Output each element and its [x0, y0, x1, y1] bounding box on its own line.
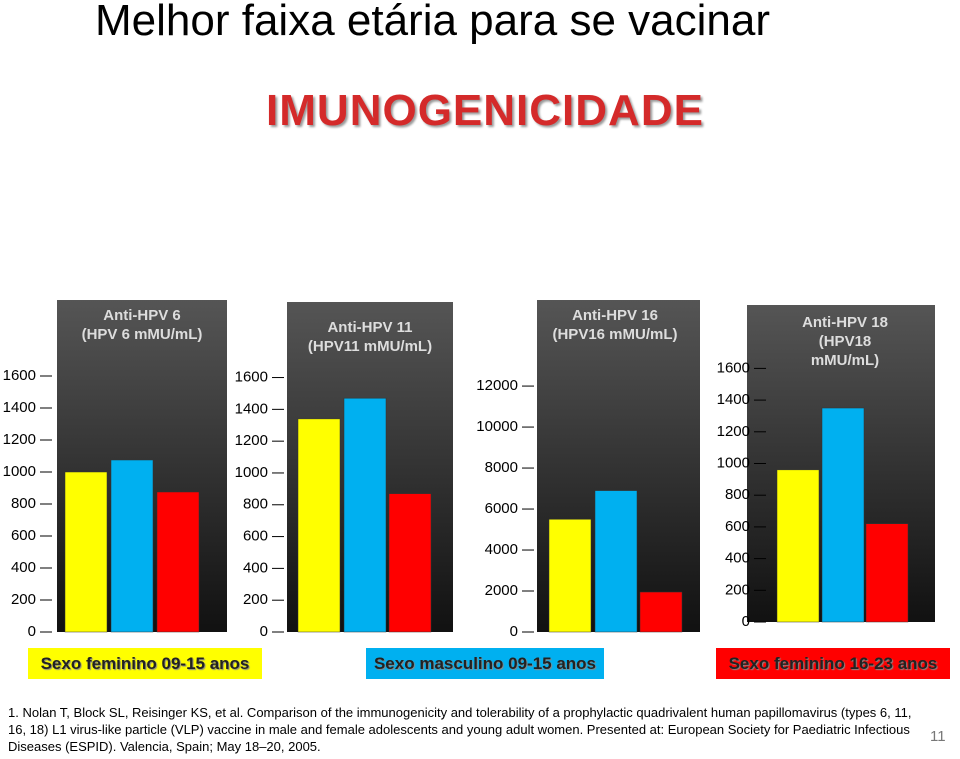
y-tick-label: 4000	[485, 541, 518, 558]
y-tick-label: 1600	[717, 359, 750, 376]
slide-subtitle: IMUNOGENICIDADE	[266, 86, 704, 135]
y-tick-label: 800	[725, 486, 750, 503]
y-tick-label: 1000	[235, 464, 268, 481]
slide-title: Melhor faixa etária para se vacinar	[95, 0, 770, 45]
y-tick-label: 400	[243, 559, 268, 576]
chart-title: Anti-HPV 11 (HPV11 mMU/mL)	[307, 319, 433, 355]
y-tick-label: 1000	[717, 454, 750, 471]
bar	[156, 491, 200, 633]
y-tick-label: 600	[243, 528, 268, 545]
legend-item: Sexo masculino 09-15 anos	[366, 648, 604, 679]
charts: 0 200 400 600 800 1000 1200 1400 1600 0 200 400 600 8…	[3, 300, 935, 640]
chart-title: Anti-HPV 16 (HPV16 mMU/mL)	[552, 307, 678, 343]
y-tick-label: 2000	[485, 582, 518, 599]
y-tick-label: 200	[243, 591, 268, 608]
y-tick-label: 8000	[485, 459, 518, 476]
bar	[388, 493, 432, 633]
y-tick-label: 1200	[3, 431, 36, 448]
y-tick-label: 1000	[3, 463, 36, 480]
y-tick-label: 400	[11, 559, 36, 576]
legend-item: Sexo feminino 16-23 anos	[716, 648, 950, 679]
y-tick-label: 0	[742, 613, 750, 630]
y-tick-label: 6000	[485, 500, 518, 517]
bar	[594, 490, 638, 633]
legend-item: Sexo feminino 09-15 anos	[28, 648, 262, 679]
bar	[110, 459, 154, 633]
y-tick-label: 800	[243, 496, 268, 513]
y-tick-label: 400	[725, 550, 750, 567]
y-tick-label: 1600	[3, 367, 36, 384]
reference: 1. Nolan T, Block SL, Reisinger KS, et a…	[8, 705, 912, 754]
y-tick-label: 1400	[235, 400, 268, 417]
y-tick-label: 1400	[3, 399, 36, 416]
y-tick-label: 600	[11, 527, 36, 544]
y-tick-label: 10000	[476, 418, 518, 435]
y-tick-label: 0	[260, 623, 268, 640]
bar	[343, 397, 387, 633]
y-tick-label: 800	[11, 495, 36, 512]
y-tick-label: 0	[510, 623, 518, 640]
y-tick-label: 1200	[235, 432, 268, 449]
y-tick-label: 200	[725, 581, 750, 598]
y-tick-label: 1200	[717, 423, 750, 440]
y-tick-label: 1400	[717, 391, 750, 408]
y-tick-label: 200	[11, 591, 36, 608]
y-tick-label: 0	[28, 623, 36, 640]
y-tick-label: 600	[725, 518, 750, 535]
chart-title: Anti-HPV 18 (HPV18 mMU/mL)	[802, 314, 888, 369]
bar	[776, 469, 820, 623]
bar	[548, 519, 592, 633]
y-tick-label: 12000	[476, 377, 518, 394]
page-number: 11	[930, 728, 946, 745]
chart-title: Anti-HPV 6 (HPV 6 mMU/mL)	[81, 307, 203, 343]
bar	[64, 471, 108, 633]
y-tick-label: 1600	[235, 369, 268, 386]
bar	[297, 418, 341, 633]
bar	[821, 407, 865, 623]
bar	[865, 523, 909, 623]
bar	[639, 591, 683, 633]
